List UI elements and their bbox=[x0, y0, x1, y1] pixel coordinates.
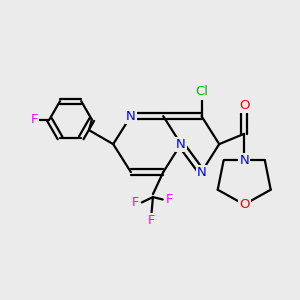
Text: O: O bbox=[239, 198, 250, 211]
Text: F: F bbox=[148, 214, 155, 226]
Text: F: F bbox=[31, 113, 38, 126]
Text: N: N bbox=[197, 166, 206, 178]
Text: F: F bbox=[166, 193, 173, 206]
Text: N: N bbox=[239, 154, 249, 167]
Text: F: F bbox=[132, 196, 139, 209]
Text: N: N bbox=[126, 110, 136, 123]
Text: N: N bbox=[176, 138, 186, 151]
Text: Cl: Cl bbox=[195, 85, 208, 98]
Text: O: O bbox=[239, 99, 250, 112]
